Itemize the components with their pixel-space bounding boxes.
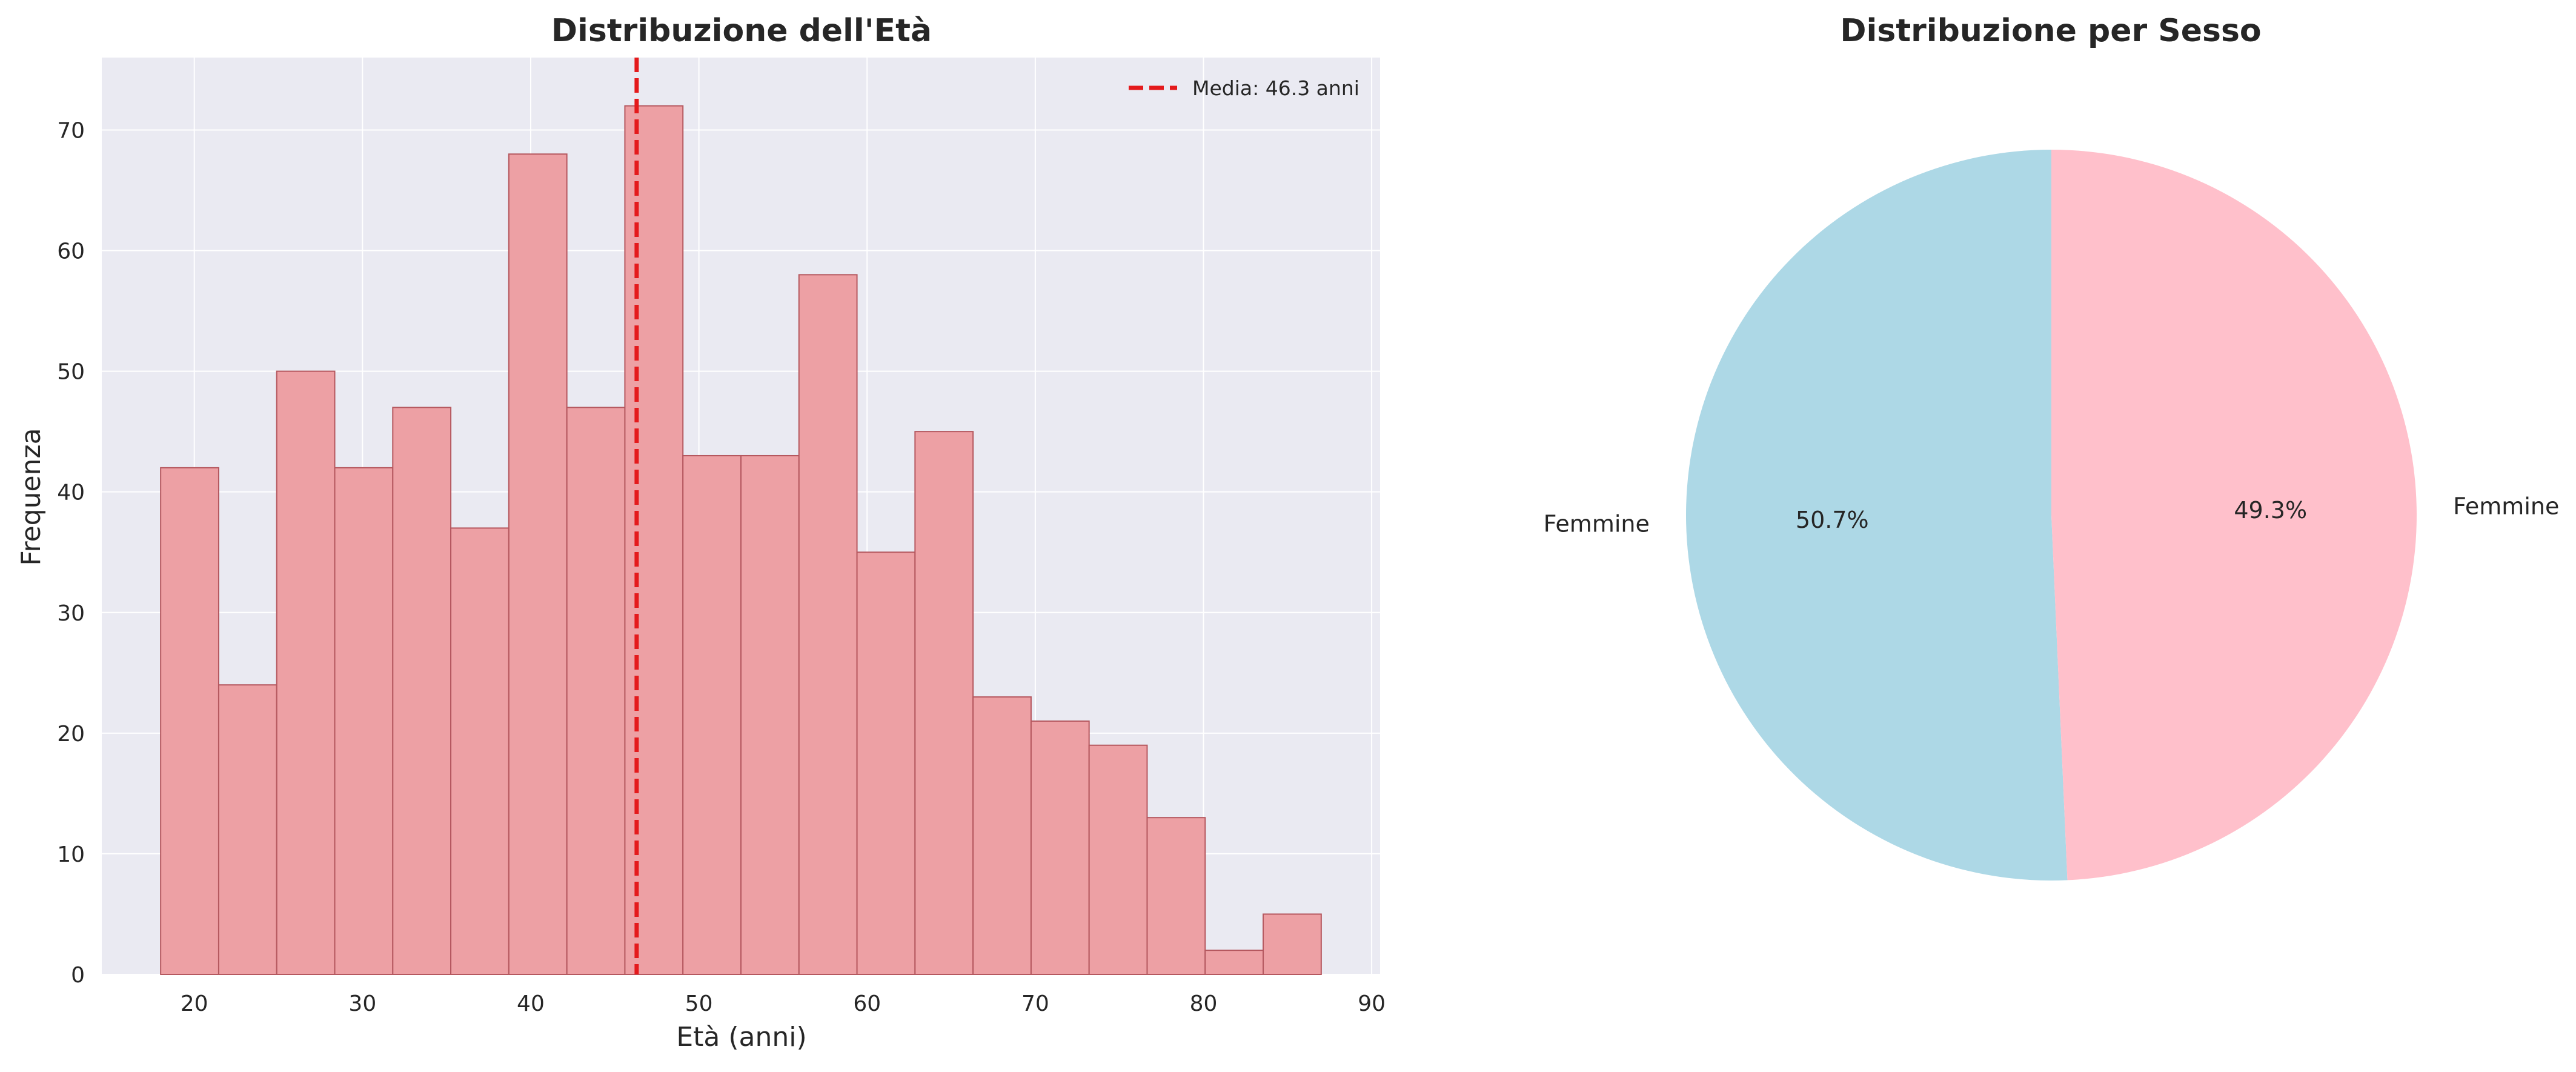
histogram-x-axis-label: Età (anni)	[676, 1022, 806, 1053]
histogram-bar	[1263, 913, 1322, 976]
histogram-bar	[1204, 950, 1264, 975]
pie-title: Distribuzione per Sesso	[1840, 13, 2261, 49]
histogram-x-ticks: 20 30 40 50 60 70 80 90	[181, 991, 1386, 1016]
y-tick-label: 0	[71, 963, 85, 988]
histogram-bar	[450, 527, 510, 975]
histogram-bar	[740, 454, 800, 975]
histogram-bars	[160, 105, 1322, 976]
histogram-y-ticks: 0 10 20 30 40 50 60 70	[57, 118, 85, 988]
histogram-bar	[1146, 817, 1206, 976]
histogram-bar	[276, 370, 336, 975]
x-tick-label: 20	[181, 991, 208, 1016]
histogram-bar	[217, 684, 277, 976]
pie-slices	[1686, 150, 2417, 881]
y-tick-label: 40	[57, 481, 85, 505]
x-tick-label: 90	[1358, 991, 1386, 1016]
x-tick-label: 80	[1190, 991, 1218, 1016]
histogram-y-axis-label: Frequenza	[16, 428, 47, 565]
histogram-bar	[566, 407, 626, 975]
x-tick-label: 40	[517, 991, 545, 1016]
pie-slice-label: Femmine	[2453, 493, 2559, 519]
histogram-bar	[1030, 720, 1090, 975]
y-tick-label: 70	[57, 118, 85, 143]
histogram-bar	[856, 551, 916, 975]
histogram-bar	[160, 467, 219, 975]
histogram-bar	[1088, 744, 1148, 975]
pie-panel: Distribuzione per Sesso Femmine 50.7%Femm…	[1544, 13, 2560, 881]
y-tick-label: 60	[57, 239, 85, 264]
pie-labels: Femmine 50.7% Femmine 49.3%	[1544, 493, 2560, 537]
x-tick-label: 70	[1021, 991, 1049, 1016]
histogram-bar	[798, 274, 858, 975]
y-tick-label: 50	[57, 360, 85, 385]
histogram-legend: Media: 46.3 anni	[1129, 76, 1359, 100]
histogram-bar	[392, 407, 452, 975]
x-tick-label: 60	[853, 991, 881, 1016]
pie-slice	[1686, 150, 2068, 881]
histogram-bar	[334, 467, 394, 975]
histogram-title: Distribuzione dell'Età	[551, 13, 932, 49]
y-tick-label: 20	[57, 722, 85, 747]
x-tick-label: 30	[348, 991, 376, 1016]
histogram-bar	[624, 105, 684, 975]
pie-percent-label: 50.7%	[1796, 507, 1869, 533]
histogram-bar	[682, 454, 742, 975]
legend-mean-label: Media: 46.3 anni	[1192, 76, 1359, 100]
histogram-bar	[972, 696, 1032, 975]
pie-slice-label: Femmine	[1544, 511, 1650, 538]
pie-slice	[2051, 150, 2417, 881]
histogram-panel: Distribuzione dell'Età 20 30 40 50 60 70 80 90 …	[16, 13, 1386, 1053]
histogram-bar	[508, 153, 568, 975]
y-tick-label: 10	[57, 842, 85, 867]
histogram-bar	[914, 431, 974, 975]
pie-percent-label: 49.3%	[2234, 497, 2307, 524]
y-tick-label: 30	[57, 601, 85, 626]
x-tick-label: 50	[685, 991, 713, 1016]
